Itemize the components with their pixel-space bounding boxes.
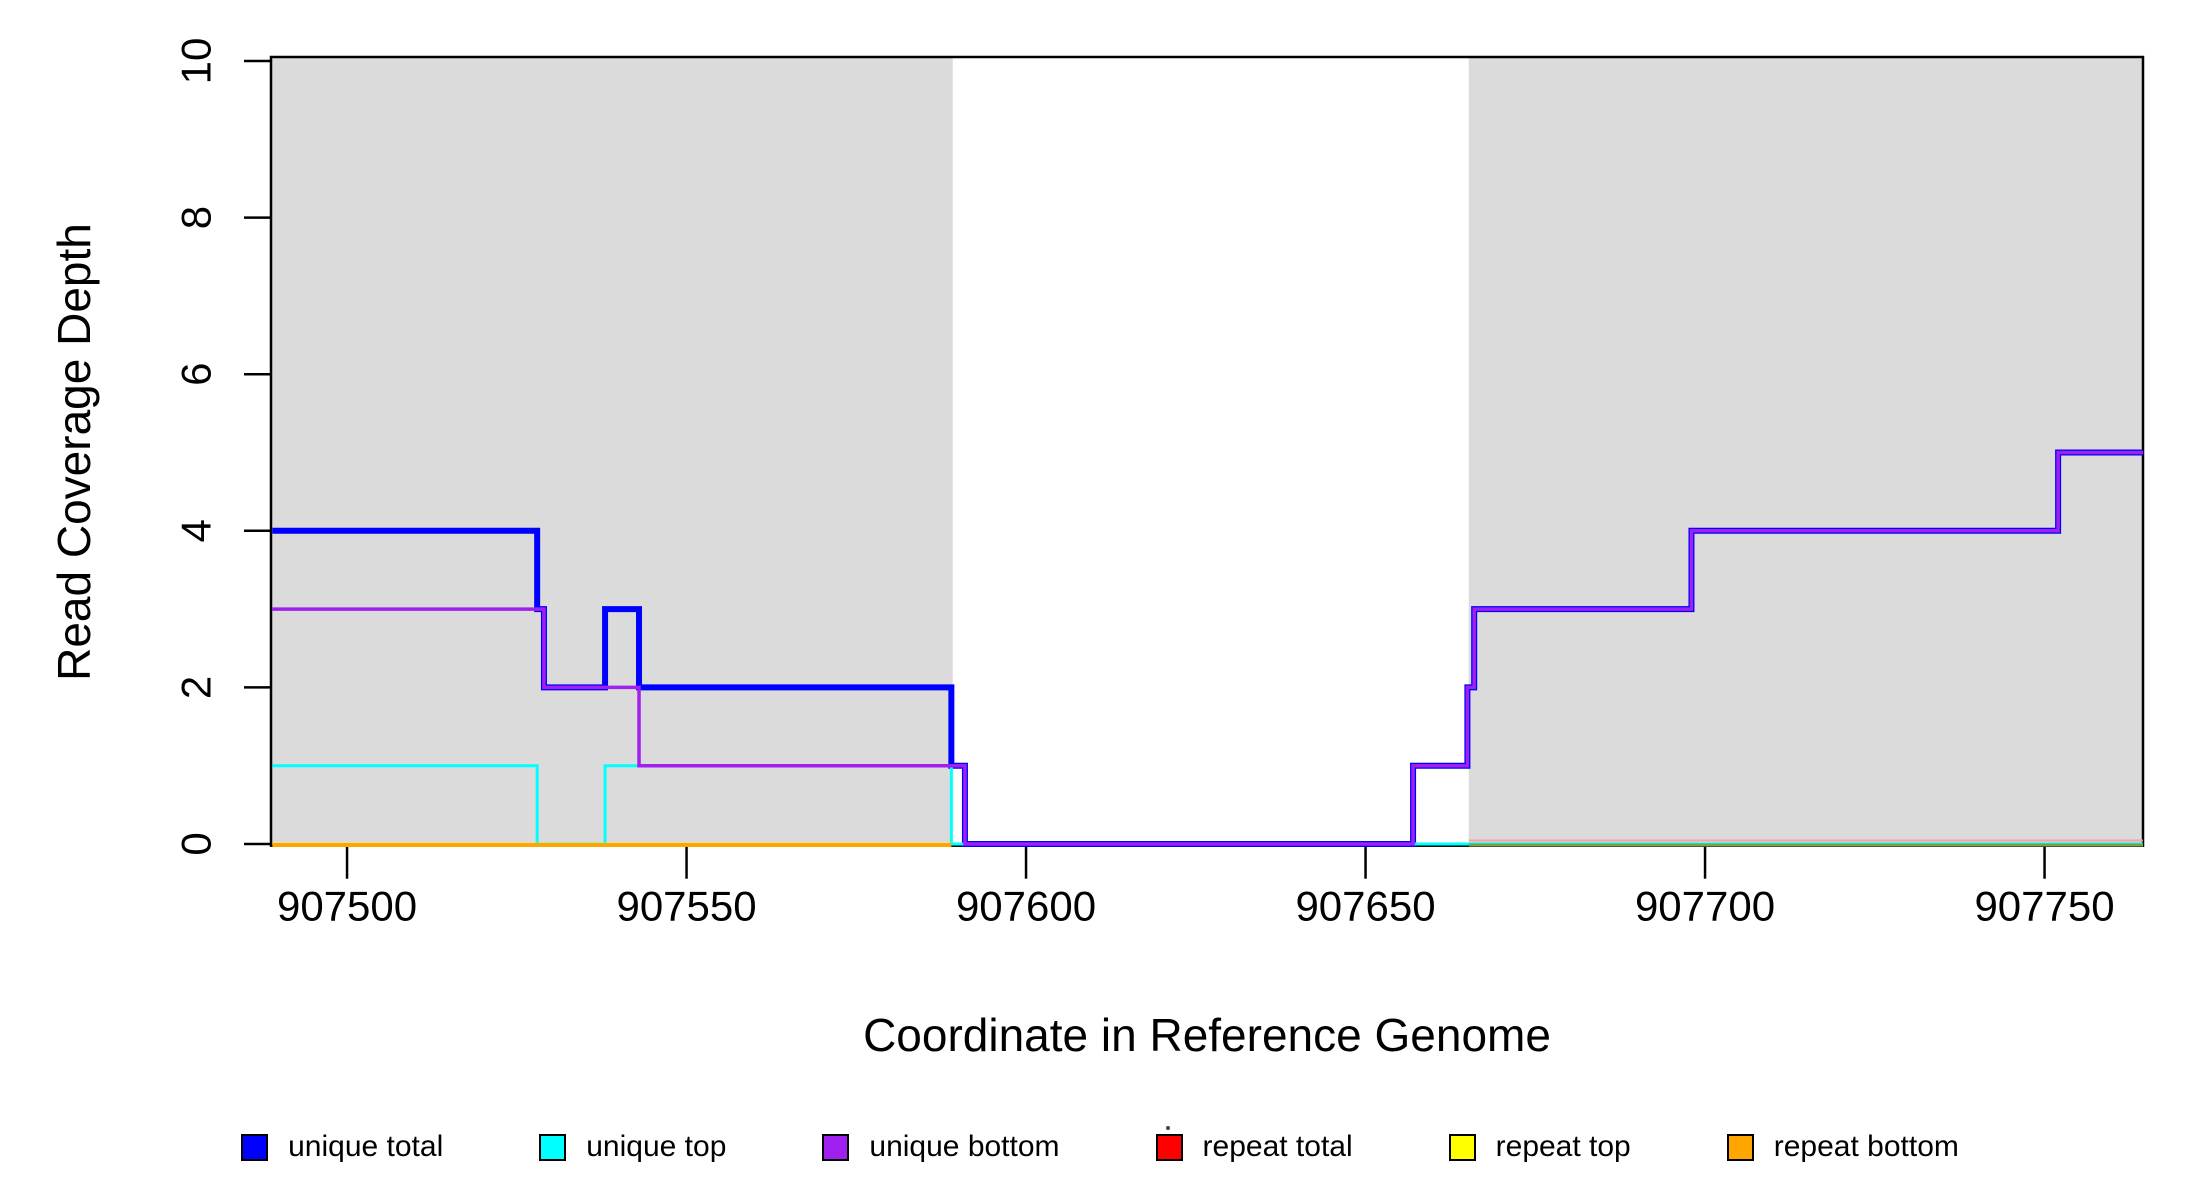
x-tick-label: 907700 (1635, 882, 1775, 929)
series-unique-top (272, 764, 2143, 846)
y-axis-title: Read Coverage Depth (48, 223, 100, 681)
legend-label: unique total (288, 1130, 444, 1163)
legend-label: unique top (586, 1130, 727, 1163)
y-tick-label: 2 (173, 676, 220, 699)
x-tick-label: 907750 (1974, 882, 2114, 929)
x-axis-title: Coordinate in Reference Genome (863, 1009, 1551, 1061)
legend-label: repeat bottom (1773, 1130, 1959, 1163)
legend-swatch-icon (1726, 1133, 1754, 1161)
legend-swatch-icon (822, 1133, 850, 1161)
stray-dot (1166, 1126, 1170, 1130)
legend-item-unique-total: unique total (241, 1130, 443, 1164)
legend-label: unique bottom (869, 1130, 1060, 1163)
legend-swatch-icon (1155, 1133, 1183, 1161)
legend-swatch-icon (539, 1133, 567, 1161)
legend-label: repeat total (1202, 1130, 1353, 1163)
y-tick-label: 8 (173, 206, 220, 229)
legend-item-repeat-total: repeat total (1155, 1130, 1353, 1164)
repeat-region-shade (271, 57, 953, 846)
y-tick-label: 10 (173, 38, 220, 85)
repeat-region-shade (1468, 57, 2143, 846)
y-tick-label: 4 (173, 519, 220, 542)
legend-label: repeat top (1495, 1130, 1631, 1163)
x-tick-label: 907650 (1295, 882, 1435, 929)
x-tick-label: 907600 (956, 882, 1096, 929)
legend-item-repeat-top: repeat top (1448, 1130, 1631, 1164)
x-tick-label: 907500 (277, 882, 417, 929)
legend: unique total unique top unique bottom repea… (0, 1130, 2200, 1164)
legend-item-repeat-bottom: repeat bottom (1726, 1130, 1959, 1164)
legend-item-unique-top: unique top (539, 1130, 726, 1164)
legend-swatch-icon (241, 1133, 269, 1161)
x-tick-label: 907550 (616, 882, 756, 929)
legend-swatch-icon (1448, 1133, 1476, 1161)
y-tick-label: 6 (173, 363, 220, 386)
y-tick-label: 0 (173, 832, 220, 855)
legend-item-unique-bottom: unique bottom (822, 1130, 1060, 1164)
series-unique-bottom (272, 450, 2143, 846)
